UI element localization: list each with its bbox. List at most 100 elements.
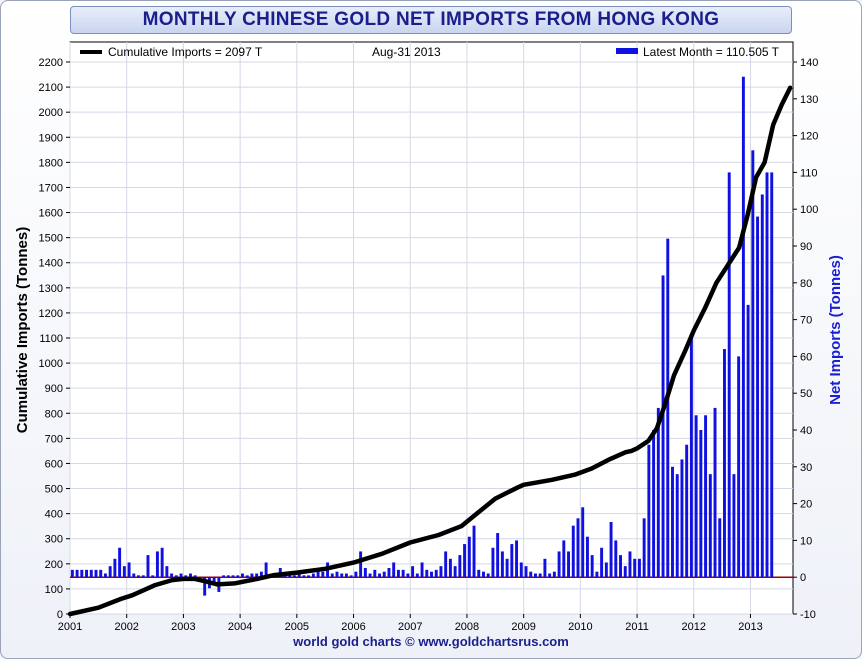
- bar: [344, 573, 348, 578]
- bar: [637, 558, 641, 578]
- x-tick-label: 2013: [738, 621, 762, 633]
- bar: [756, 216, 760, 578]
- x-tick-label: 2007: [398, 621, 422, 633]
- bar: [524, 566, 528, 578]
- y-axis-left-label: Cumulative Imports (Tonnes): [14, 227, 31, 433]
- right-tick-label: 80: [800, 278, 812, 290]
- bar: [448, 558, 452, 578]
- bar: [453, 566, 457, 578]
- bar: [685, 444, 689, 578]
- right-tick-label: 50: [800, 388, 812, 400]
- bar: [118, 547, 122, 578]
- bar: [396, 569, 400, 578]
- left-tick-label: 500: [45, 484, 63, 496]
- chart-title: MONTHLY CHINESE GOLD NET IMPORTS FROM HO…: [70, 6, 792, 34]
- bar: [307, 575, 311, 578]
- right-tick-label: 30: [800, 462, 812, 474]
- x-tick-label: 2009: [511, 621, 535, 633]
- left-tick-label: 400: [45, 509, 63, 521]
- x-tick-label: 2002: [114, 621, 138, 633]
- legend: Cumulative Imports = 2097 T Aug-31 2013 …: [80, 45, 780, 59]
- left-tick-label: 2200: [39, 57, 63, 69]
- bar: [99, 569, 103, 578]
- bar: [222, 575, 226, 578]
- bar: [467, 536, 471, 578]
- left-tick-label: 100: [45, 584, 63, 596]
- left-tick-label: 1200: [39, 308, 63, 320]
- bar: [633, 558, 637, 578]
- legend-latest: Latest Month = 110.505 T: [643, 45, 780, 59]
- x-tick-label: 2010: [568, 621, 592, 633]
- bar: [505, 558, 509, 578]
- bar: [472, 525, 476, 578]
- bar: [146, 555, 150, 578]
- bar: [368, 573, 372, 578]
- left-tick-label: 1500: [39, 233, 63, 245]
- bar: [382, 571, 386, 578]
- bar: [699, 430, 703, 578]
- bar: [160, 547, 164, 578]
- bar: [387, 568, 391, 578]
- bar: [510, 544, 514, 578]
- left-tick-label: 1600: [39, 208, 63, 220]
- bar: [411, 566, 415, 578]
- x-tick-label: 2004: [228, 621, 252, 633]
- bar: [557, 551, 561, 578]
- bar: [330, 573, 334, 578]
- bar: [203, 577, 207, 596]
- bar: [737, 356, 741, 578]
- bar: [141, 575, 145, 578]
- bar: [595, 571, 599, 578]
- bar: [628, 551, 632, 578]
- right-tick-label: 60: [800, 351, 812, 363]
- bar: [571, 525, 575, 578]
- bar: [642, 518, 646, 578]
- bar: [718, 518, 722, 578]
- legend-date: Aug-31 2013: [372, 45, 441, 59]
- bar: [732, 474, 736, 578]
- right-tick-label: 70: [800, 315, 812, 327]
- bar: [529, 571, 533, 578]
- right-tick-label: 110: [800, 167, 818, 179]
- left-tick-label: 2000: [39, 107, 63, 119]
- bar: [671, 466, 674, 578]
- right-tick-label: -10: [800, 609, 816, 621]
- bar: [552, 571, 556, 578]
- bar: [543, 558, 547, 578]
- bar: [562, 540, 566, 578]
- bar: [614, 540, 618, 578]
- right-tick-label: 10: [800, 535, 812, 547]
- right-tick-label: 100: [800, 204, 818, 216]
- bar: [80, 569, 84, 578]
- bar: [241, 573, 244, 578]
- x-axis-ticks: 2001 2002 2003 2004 2005 2006 2007 2008 2009 2010…: [58, 614, 763, 633]
- left-tick-label: 0: [57, 609, 63, 621]
- bar: [585, 536, 589, 578]
- bar: [89, 569, 93, 578]
- bar: [600, 547, 604, 578]
- bar: [113, 558, 117, 578]
- bar: [264, 562, 268, 578]
- left-tick-label: 600: [45, 458, 63, 470]
- x-tick-label: 2003: [171, 621, 195, 633]
- cumulative-line: [67, 85, 793, 617]
- bar: [155, 551, 159, 578]
- bar: [193, 575, 197, 578]
- left-tick-label: 700: [45, 433, 63, 445]
- bar: [212, 577, 216, 585]
- bar: [439, 566, 443, 578]
- cumulative-line-group: [67, 85, 793, 617]
- bar: [680, 459, 684, 578]
- bar: [533, 573, 537, 578]
- bar: [363, 568, 367, 578]
- right-tick-label: 40: [800, 425, 812, 437]
- bar: [236, 575, 240, 578]
- x-tick-label: 2012: [682, 621, 706, 633]
- bar: [420, 562, 424, 578]
- bar: [189, 573, 192, 578]
- x-tick-label: 2001: [58, 621, 82, 633]
- bar: [297, 573, 301, 578]
- bar: [340, 573, 344, 578]
- bar: [619, 555, 622, 578]
- x-tick-label: 2011: [625, 621, 649, 633]
